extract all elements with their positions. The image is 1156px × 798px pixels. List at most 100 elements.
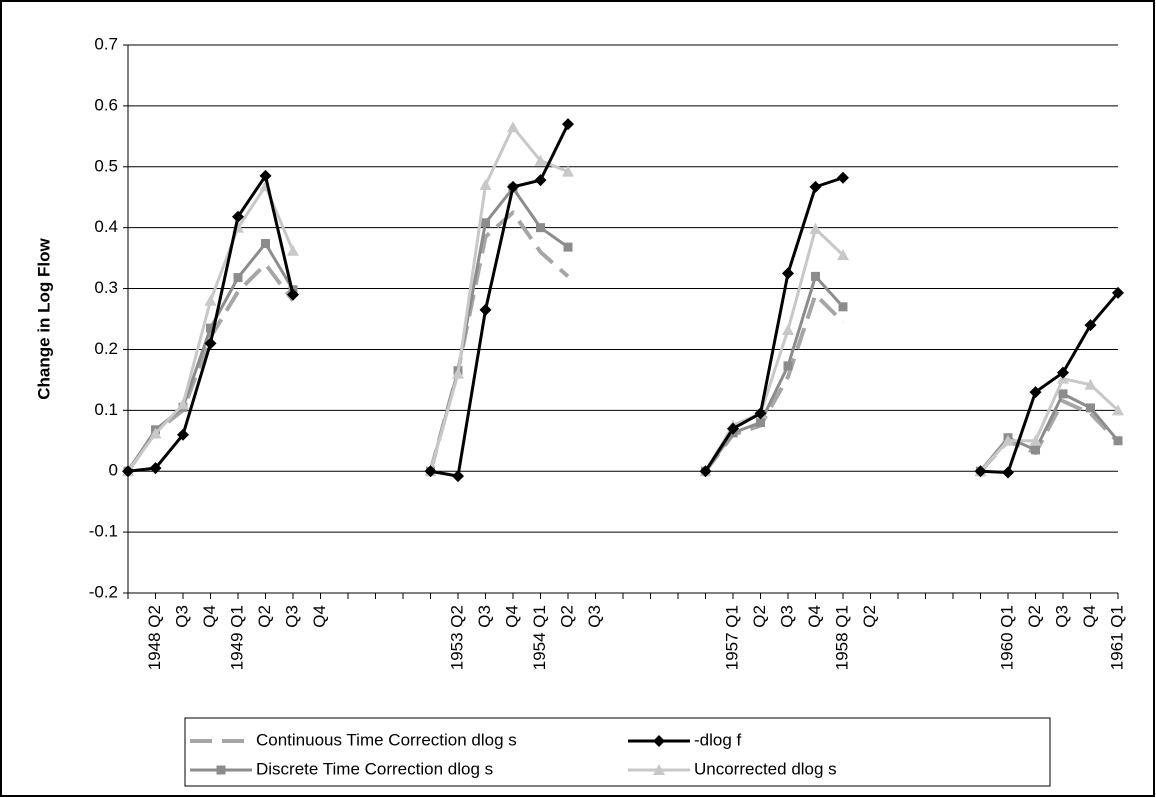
x-tick-label: Q4: [200, 605, 219, 628]
x-tick-label: Q3: [777, 605, 796, 628]
x-tick-label: Q2: [255, 605, 274, 628]
point-marker: [232, 210, 244, 223]
point-marker: [149, 427, 162, 439]
point-marker: [1057, 366, 1069, 379]
x-tick-label: 1948 Q2: [145, 605, 164, 670]
y-tick-label: 0.4: [94, 217, 118, 236]
y-tick-label: 0.3: [94, 278, 118, 297]
legend-label: Discrete Time Correction dlog s: [256, 759, 493, 778]
x-tick-label: 1954 Q1: [530, 605, 549, 670]
y-tick-label: 0: [109, 461, 118, 480]
point-marker: [782, 323, 794, 335]
point-marker: [1058, 389, 1068, 399]
point-marker: [479, 179, 492, 191]
legend-label: -dlog f: [694, 730, 742, 749]
point-marker: [479, 303, 492, 316]
point-marker: [204, 294, 217, 306]
point-marker: [233, 273, 243, 283]
point-marker: [783, 361, 793, 371]
point-marker: [756, 418, 765, 428]
point-marker: [206, 323, 215, 333]
point-marker: [838, 302, 848, 312]
x-tick-label: Q3: [172, 605, 191, 628]
x-tick-label: Q3: [475, 605, 494, 628]
point-marker: [809, 222, 822, 234]
y-tick-label: 0.5: [94, 156, 118, 175]
point-marker: [259, 169, 272, 182]
point-marker: [1029, 434, 1042, 446]
point-marker: [536, 223, 545, 233]
point-marker: [563, 242, 573, 252]
point-marker: [1002, 466, 1014, 479]
point-marker: [699, 465, 712, 478]
point-marker: [1112, 286, 1124, 299]
point-marker: [1084, 319, 1097, 332]
point-marker: [1002, 434, 1014, 446]
y-tick-label: -0.1: [89, 522, 118, 541]
x-tick-label: Q4: [310, 605, 329, 628]
x-tick-label: 1960 Q1: [997, 605, 1016, 670]
x-tick-label: Q2: [557, 605, 576, 628]
point-marker: [507, 121, 519, 133]
legend-box: [184, 717, 1051, 787]
x-tick-label: Q3: [1052, 605, 1071, 628]
x-tick-label: Q2: [750, 605, 769, 628]
point-marker: [1112, 404, 1124, 416]
point-marker: [507, 180, 519, 193]
legend-label: Continuous Time Correction dlog s: [256, 730, 517, 749]
point-marker: [122, 465, 134, 478]
x-tick-label: 1953 Q2: [447, 605, 466, 670]
legend-marker: [653, 735, 665, 747]
point-marker: [754, 407, 767, 420]
x-tick-label: Q2: [860, 605, 879, 628]
point-marker: [1084, 378, 1097, 390]
point-marker: [287, 244, 299, 256]
x-tick-label: 1957 Q1: [722, 605, 741, 670]
point-marker: [261, 238, 270, 248]
y-tick-label: 0.6: [94, 95, 118, 114]
point-marker: [149, 462, 162, 475]
legend-label: Uncorrected dlog s: [694, 759, 837, 778]
x-tick-label: Q4: [1080, 605, 1099, 628]
legend-marker: [653, 764, 665, 775]
y-axis-title: Change in Log Flow: [34, 237, 53, 399]
x-tick-label: 1961 Q1: [1107, 605, 1126, 670]
x-tick-label: Q3: [585, 605, 604, 628]
y-tick-label: 0.1: [94, 400, 118, 419]
x-tick-label: Q2: [1025, 605, 1044, 628]
legend-marker: [216, 765, 226, 775]
point-marker: [727, 422, 739, 435]
point-marker: [837, 171, 849, 184]
point-marker: [177, 398, 189, 410]
point-marker: [177, 428, 189, 441]
point-marker: [782, 267, 794, 280]
y-tick-label: -0.2: [89, 582, 118, 601]
point-marker: [424, 465, 437, 478]
y-tick-label: 0.2: [94, 339, 118, 358]
x-tick-label: 1949 Q1: [227, 605, 246, 670]
point-marker: [452, 367, 464, 379]
point-marker: [837, 249, 849, 261]
x-tick-label: Q4: [805, 605, 824, 628]
x-tick-label: 1958 Q1: [832, 605, 851, 670]
point-marker: [204, 337, 217, 350]
point-marker: [1086, 403, 1095, 413]
point-marker: [809, 180, 822, 193]
y-tick-label: 0.7: [94, 34, 118, 53]
point-marker: [1031, 445, 1040, 455]
x-tick-label: Q4: [502, 605, 521, 628]
point-marker: [562, 165, 574, 177]
point-marker: [534, 174, 547, 187]
point-marker: [974, 465, 987, 478]
point-marker: [1029, 386, 1042, 399]
point-marker: [481, 218, 490, 228]
point-marker: [562, 118, 574, 131]
x-tick-label: Q3: [282, 605, 301, 628]
point-marker: [287, 288, 299, 301]
point-marker: [452, 470, 464, 483]
point-marker: [1113, 436, 1123, 446]
point-marker: [534, 154, 547, 166]
